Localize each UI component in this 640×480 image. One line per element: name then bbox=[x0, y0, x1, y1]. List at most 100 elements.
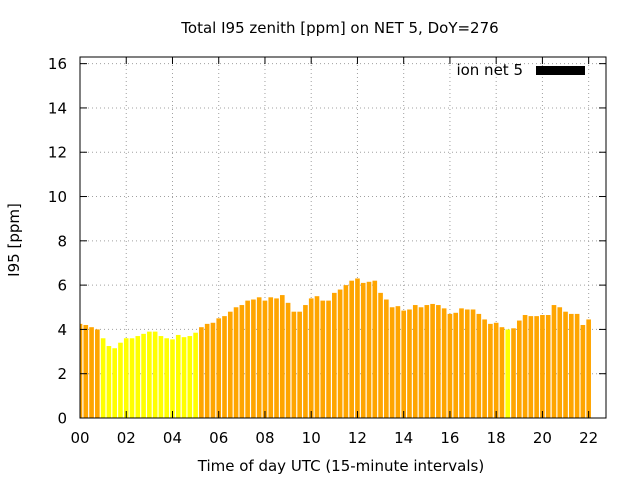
bar bbox=[158, 336, 164, 418]
bar bbox=[100, 338, 106, 418]
x-tick-label: 20 bbox=[533, 429, 552, 447]
y-tick-label: 16 bbox=[48, 55, 67, 73]
bar bbox=[459, 308, 464, 418]
bar bbox=[511, 328, 516, 418]
bar bbox=[516, 320, 522, 418]
x-tick-label: 00 bbox=[70, 429, 89, 447]
plot-frame bbox=[79, 56, 607, 419]
bar bbox=[181, 337, 187, 418]
bar bbox=[175, 334, 181, 418]
bar bbox=[389, 307, 395, 418]
x-tick-label: 18 bbox=[487, 429, 506, 447]
bar bbox=[199, 327, 204, 418]
bar bbox=[314, 296, 320, 418]
bar bbox=[187, 336, 193, 418]
y-tick-label: 10 bbox=[48, 188, 67, 206]
bar bbox=[279, 295, 285, 418]
x-axis-label: Time of day UTC (15-minute intervals) bbox=[197, 457, 484, 475]
bar bbox=[141, 333, 146, 418]
y-tick-label: 14 bbox=[48, 99, 67, 117]
bar bbox=[470, 309, 476, 418]
bar bbox=[152, 331, 158, 418]
bar bbox=[545, 315, 551, 418]
bar bbox=[83, 324, 89, 418]
bar bbox=[464, 309, 470, 418]
bar bbox=[349, 280, 354, 418]
x-tick-label: 10 bbox=[302, 429, 321, 447]
bar bbox=[384, 299, 389, 418]
y-tick-label: 6 bbox=[57, 277, 67, 295]
x-tick-label: 22 bbox=[579, 429, 598, 447]
bar bbox=[580, 324, 586, 418]
bar bbox=[436, 305, 441, 418]
bar bbox=[522, 315, 528, 418]
bar bbox=[447, 313, 453, 418]
bar bbox=[112, 348, 117, 418]
bar bbox=[534, 316, 539, 418]
bar bbox=[222, 316, 227, 418]
bar bbox=[256, 297, 262, 418]
bar bbox=[320, 300, 326, 418]
bar bbox=[355, 278, 360, 418]
bar bbox=[303, 305, 308, 418]
bar bbox=[366, 281, 372, 418]
y-tick-label: 2 bbox=[57, 365, 67, 383]
bar bbox=[123, 338, 129, 418]
bar bbox=[129, 338, 135, 418]
bar bbox=[540, 315, 545, 418]
bar bbox=[401, 310, 407, 418]
bar bbox=[332, 292, 337, 418]
bar bbox=[418, 307, 424, 418]
y-axis-label: I95 [ppm] bbox=[5, 203, 23, 277]
y-tick-label: 0 bbox=[57, 410, 67, 428]
bar bbox=[216, 318, 222, 418]
bar bbox=[308, 298, 314, 418]
x-tick-label: 04 bbox=[163, 429, 182, 447]
bar bbox=[326, 300, 331, 418]
bar bbox=[551, 305, 557, 418]
bar bbox=[412, 305, 418, 418]
bar bbox=[505, 329, 511, 418]
x-tick-label: 12 bbox=[348, 429, 367, 447]
bar bbox=[80, 323, 83, 418]
x-tick-label: 06 bbox=[209, 429, 228, 447]
bar bbox=[135, 336, 141, 418]
bar bbox=[424, 305, 430, 418]
bar bbox=[441, 308, 447, 418]
bar bbox=[204, 323, 210, 418]
x-tick-label: 08 bbox=[255, 429, 274, 447]
bar bbox=[343, 285, 349, 418]
bar bbox=[233, 307, 239, 418]
bar bbox=[407, 309, 412, 418]
bar bbox=[89, 327, 94, 418]
y-tick-label: 8 bbox=[57, 232, 67, 250]
bar bbox=[372, 280, 378, 418]
bar bbox=[147, 331, 152, 418]
bar bbox=[245, 300, 250, 418]
bar bbox=[586, 319, 591, 418]
x-tick-label: 02 bbox=[117, 429, 136, 447]
x-tick-label: 16 bbox=[440, 429, 459, 447]
bar bbox=[574, 313, 580, 418]
bar bbox=[360, 282, 366, 418]
legend-label: ion net 5 bbox=[456, 61, 523, 79]
bar bbox=[95, 329, 100, 418]
bar bbox=[563, 311, 568, 418]
legend-swatch bbox=[536, 66, 585, 75]
bar bbox=[482, 319, 487, 418]
bar bbox=[262, 300, 268, 418]
x-tick-label: 14 bbox=[394, 429, 413, 447]
bar bbox=[118, 342, 123, 418]
bar bbox=[488, 323, 493, 418]
bar-group bbox=[80, 278, 591, 418]
bar bbox=[476, 313, 482, 418]
bar bbox=[227, 311, 233, 418]
chart-title: Total I95 zenith [ppm] on NET 5, DoY=276 bbox=[180, 19, 498, 37]
bar bbox=[193, 332, 198, 418]
bar bbox=[499, 327, 505, 418]
bar bbox=[170, 339, 175, 418]
bar bbox=[239, 305, 245, 418]
bar bbox=[268, 297, 274, 418]
